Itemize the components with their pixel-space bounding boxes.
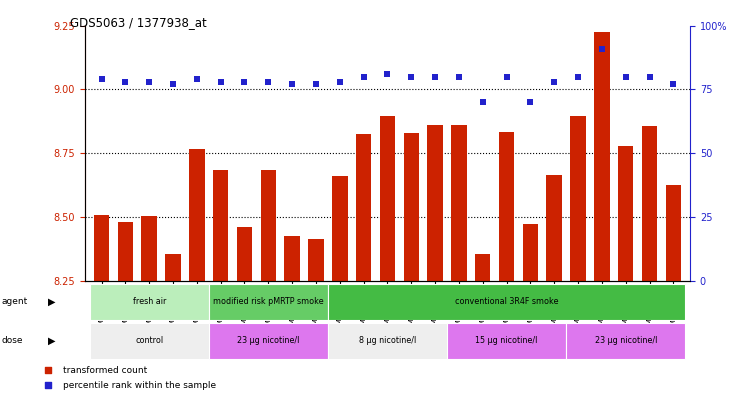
Text: 23 μg nicotine/l: 23 μg nicotine/l: [237, 336, 300, 345]
Bar: [447, 323, 566, 359]
Bar: [165, 254, 181, 281]
Text: ▶: ▶: [48, 336, 55, 346]
Bar: [117, 222, 133, 281]
Text: modified risk pMRTP smoke: modified risk pMRTP smoke: [213, 297, 324, 306]
Bar: [451, 125, 466, 281]
Point: [548, 79, 560, 85]
Bar: [237, 227, 252, 281]
Text: conventional 3R4F smoke: conventional 3R4F smoke: [455, 297, 559, 306]
Bar: [666, 185, 681, 281]
Bar: [380, 116, 395, 281]
Point: [405, 73, 417, 80]
Bar: [328, 284, 686, 320]
Bar: [427, 125, 443, 281]
Bar: [284, 236, 300, 281]
Point: [500, 73, 512, 80]
Bar: [94, 215, 109, 281]
Point: [620, 73, 632, 80]
Bar: [189, 149, 204, 281]
Text: fresh air: fresh air: [133, 297, 166, 306]
Bar: [213, 170, 229, 281]
Point: [143, 79, 155, 85]
Point: [596, 45, 608, 51]
Point: [334, 79, 345, 85]
Point: [525, 99, 537, 105]
Bar: [261, 170, 276, 281]
Point: [215, 79, 227, 85]
Point: [263, 79, 275, 85]
Point: [43, 382, 55, 388]
Point: [120, 79, 131, 85]
Bar: [209, 284, 328, 320]
Point: [667, 81, 679, 87]
Text: agent: agent: [1, 297, 28, 306]
Bar: [404, 133, 419, 281]
Point: [167, 81, 179, 87]
Bar: [570, 116, 586, 281]
Point: [382, 71, 393, 77]
Bar: [142, 216, 157, 281]
Bar: [594, 32, 610, 281]
Text: GDS5063 / 1377938_at: GDS5063 / 1377938_at: [70, 16, 207, 29]
Point: [430, 73, 441, 80]
Point: [644, 73, 655, 80]
Bar: [546, 175, 562, 281]
Bar: [332, 176, 348, 281]
Bar: [475, 254, 491, 281]
Point: [453, 73, 465, 80]
Bar: [356, 134, 371, 281]
Text: ▶: ▶: [48, 297, 55, 307]
Point: [358, 73, 370, 80]
Bar: [642, 127, 658, 281]
Text: dose: dose: [1, 336, 23, 345]
Text: control: control: [135, 336, 163, 345]
Text: percentile rank within the sample: percentile rank within the sample: [63, 381, 215, 389]
Bar: [89, 284, 209, 320]
Bar: [499, 132, 514, 281]
Point: [572, 73, 584, 80]
Bar: [308, 239, 324, 281]
Bar: [328, 323, 447, 359]
Point: [310, 81, 322, 87]
Point: [477, 99, 489, 105]
Bar: [523, 224, 538, 281]
Point: [238, 79, 250, 85]
Bar: [89, 323, 209, 359]
Text: transformed count: transformed count: [63, 366, 147, 375]
Point: [191, 76, 203, 82]
Text: 8 μg nicotine/l: 8 μg nicotine/l: [359, 336, 416, 345]
Point: [96, 76, 108, 82]
Bar: [209, 323, 328, 359]
Bar: [566, 323, 686, 359]
Point: [286, 81, 298, 87]
Text: 15 μg nicotine/l: 15 μg nicotine/l: [475, 336, 538, 345]
Text: 23 μg nicotine/l: 23 μg nicotine/l: [595, 336, 657, 345]
Point: [43, 367, 55, 373]
Bar: [618, 146, 633, 281]
